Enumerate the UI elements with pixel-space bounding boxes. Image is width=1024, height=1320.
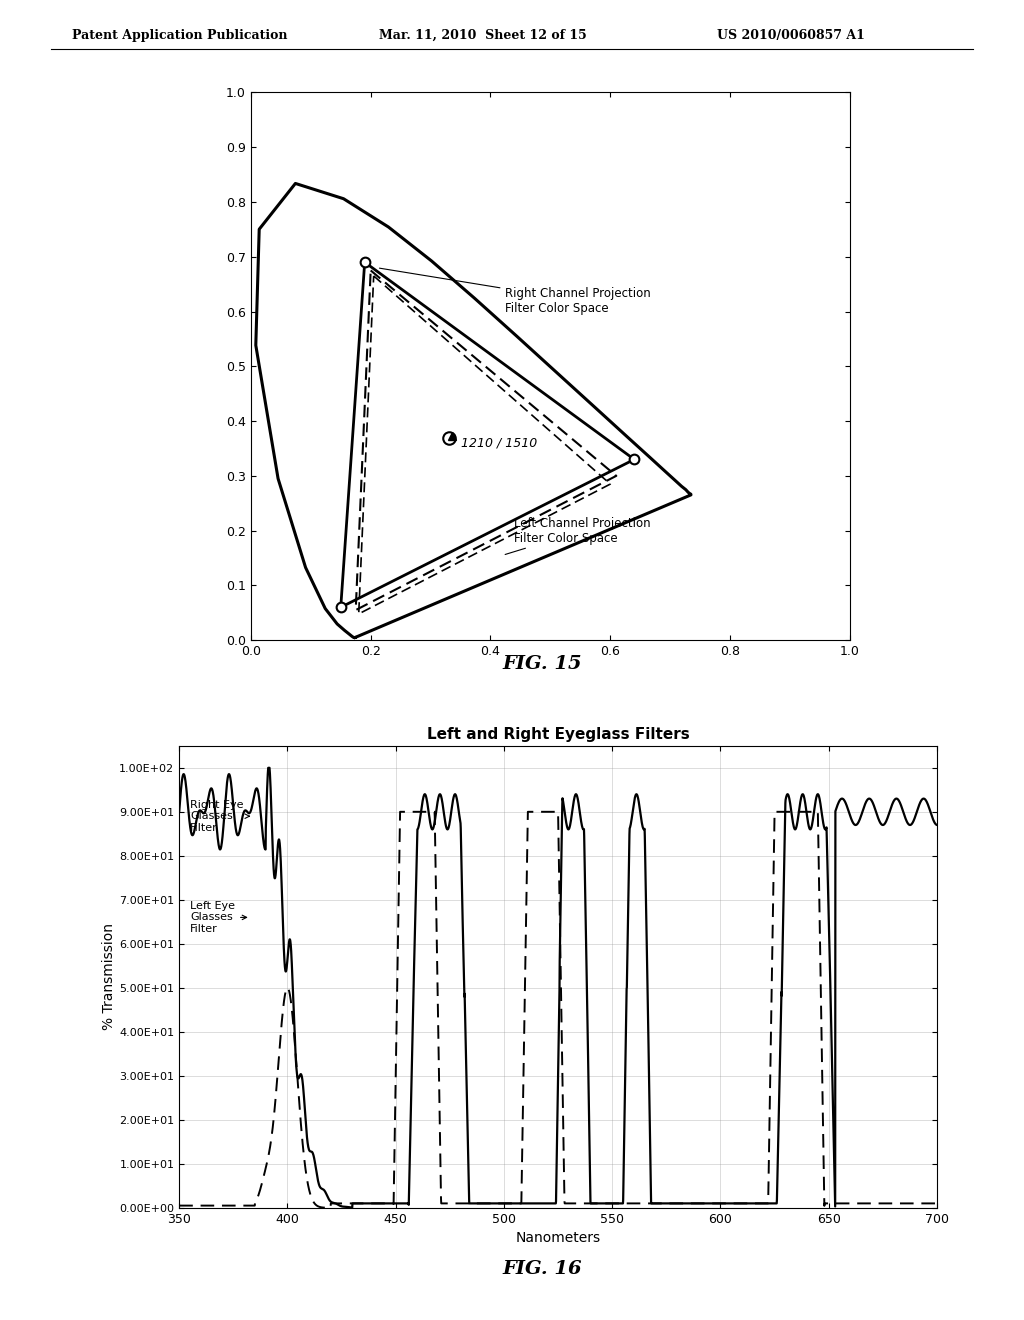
Y-axis label: % Transmission: % Transmission [102,923,117,1031]
Text: Left Channel Projection
Filter Color Space: Left Channel Projection Filter Color Spa… [505,516,651,554]
Text: Left Eye
Glasses
Filter: Left Eye Glasses Filter [190,900,247,935]
Title: Left and Right Eyeglass Filters: Left and Right Eyeglass Filters [427,727,689,742]
Text: FIG. 16: FIG. 16 [503,1259,583,1278]
Text: 1210 / 1510: 1210 / 1510 [461,437,537,450]
Text: Right Channel Projection
Filter Color Space: Right Channel Projection Filter Color Sp… [380,268,651,314]
X-axis label: Nanometers: Nanometers [515,1232,601,1245]
Text: Mar. 11, 2010  Sheet 12 of 15: Mar. 11, 2010 Sheet 12 of 15 [379,29,587,42]
Text: Patent Application Publication: Patent Application Publication [72,29,287,42]
Text: US 2010/0060857 A1: US 2010/0060857 A1 [717,29,864,42]
Text: FIG. 15: FIG. 15 [503,655,583,673]
Text: Right Eye
Glasses
Filter: Right Eye Glasses Filter [190,800,250,833]
